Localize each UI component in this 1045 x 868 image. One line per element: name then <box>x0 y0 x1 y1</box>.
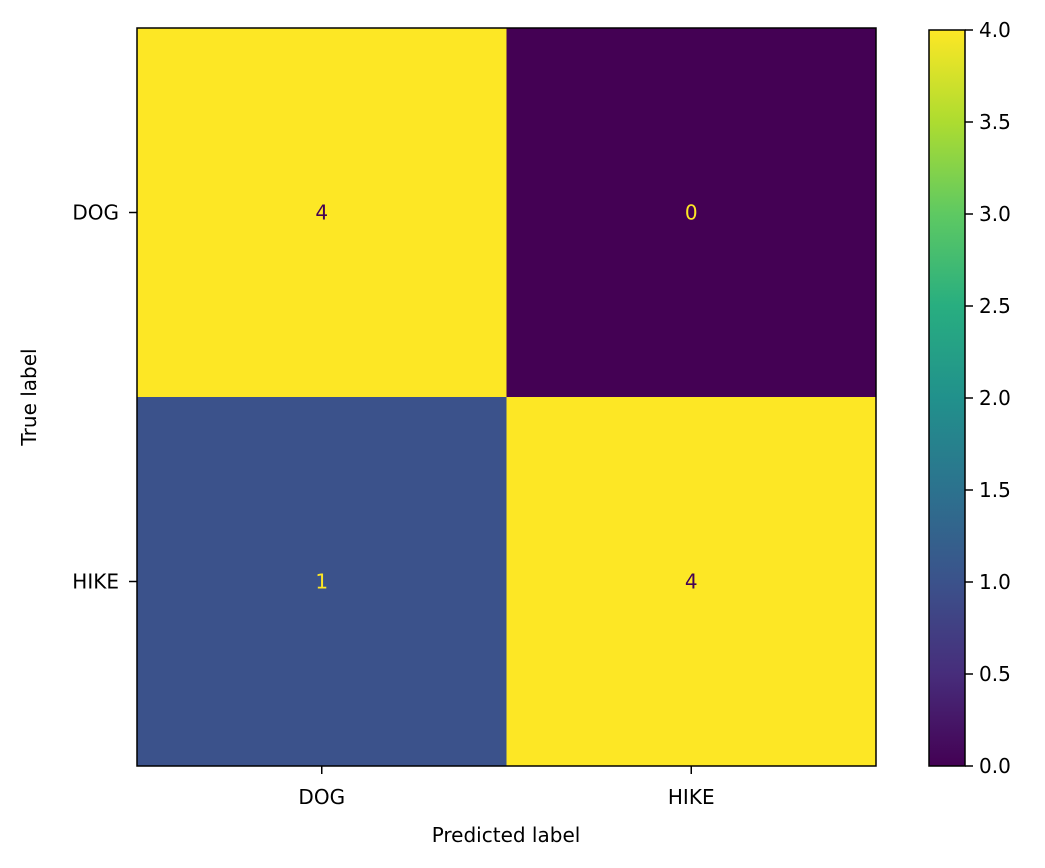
heatmap-cell-1-1 <box>506 397 877 767</box>
heatmap-cells <box>137 28 877 767</box>
colorbar-tick-label-1: 0.5 <box>979 662 1011 686</box>
heatmap-cell-0-0 <box>137 28 507 398</box>
colorbar-tick-label-5: 2.5 <box>979 294 1011 318</box>
y-axis-title: True label <box>17 348 41 446</box>
heatmap-cell-label-1-1: 4 <box>685 570 698 594</box>
colorbar-tick-label-2: 1.0 <box>979 570 1011 594</box>
heatmap-cell-1-0 <box>137 397 507 767</box>
x-axis-ticks: DOG HIKE <box>298 766 715 809</box>
x-tick-label-1: HIKE <box>668 785 715 809</box>
colorbar-tick-label-6: 3.0 <box>979 202 1011 226</box>
colorbar-ticks: 0.0 0.5 1.0 1.5 2.0 2.5 3.0 3.5 4.0 <box>965 18 1011 778</box>
heatmap-cell-label-0-0: 4 <box>315 201 328 225</box>
heatmap-cell-label-0-1: 0 <box>685 201 698 225</box>
colorbar-tick-label-8: 4.0 <box>979 18 1011 42</box>
colorbar-tick-label-7: 3.5 <box>979 110 1011 134</box>
heatmap-cell-labels: 4 0 1 4 <box>315 201 697 594</box>
y-tick-label-1: HIKE <box>72 570 119 594</box>
heatmap-frame <box>136 27 877 767</box>
colorbar <box>928 29 966 767</box>
y-axis-ticks: DOG HIKE <box>72 201 137 594</box>
colorbar-tick-label-4: 2.0 <box>979 386 1011 410</box>
colorbar-tick-label-3: 1.5 <box>979 478 1011 502</box>
y-tick-label-0: DOG <box>72 201 119 225</box>
heatmap-cell-label-1-0: 1 <box>315 570 328 594</box>
colorbar-tick-label-0: 0.0 <box>979 754 1011 778</box>
x-tick-label-0: DOG <box>298 785 345 809</box>
x-axis-title: Predicted label <box>432 823 581 847</box>
heatmap-cell-0-1 <box>506 28 877 398</box>
